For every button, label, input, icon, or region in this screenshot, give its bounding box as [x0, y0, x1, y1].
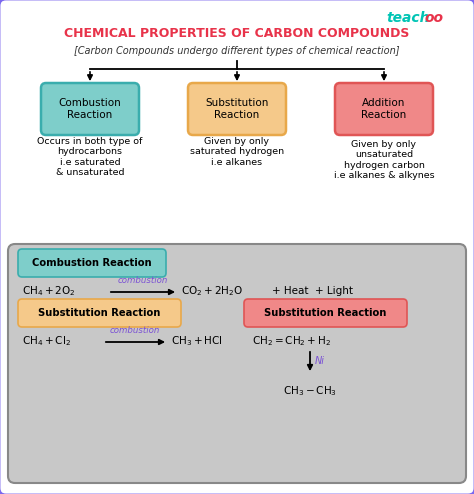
FancyBboxPatch shape — [18, 249, 166, 277]
Text: [Carbon Compounds undergo different types of chemical reaction]: [Carbon Compounds undergo different type… — [74, 46, 400, 56]
Text: Substitution
Reaction: Substitution Reaction — [205, 98, 269, 120]
Text: $\mathregular{CO_2 + 2H_2O}$: $\mathregular{CO_2 + 2H_2O}$ — [181, 284, 243, 298]
Text: Occurs in both type of
hydrocarbons
i.e saturated
& unsaturated: Occurs in both type of hydrocarbons i.e … — [37, 137, 143, 177]
FancyBboxPatch shape — [188, 83, 286, 135]
Text: $\mathregular{CH_4 + 2O_2}$: $\mathregular{CH_4 + 2O_2}$ — [22, 284, 75, 298]
Text: Addition
Reaction: Addition Reaction — [361, 98, 407, 120]
Text: $\mathregular{CH_2 = CH_2 + H_2}$: $\mathregular{CH_2 = CH_2 + H_2}$ — [252, 334, 331, 348]
Text: teach: teach — [386, 11, 429, 25]
Text: Ni: Ni — [315, 357, 325, 367]
FancyBboxPatch shape — [41, 83, 139, 135]
Text: Substitution Reaction: Substitution Reaction — [264, 308, 386, 318]
Text: Substitution Reaction: Substitution Reaction — [38, 308, 160, 318]
Text: combustion: combustion — [118, 276, 168, 285]
FancyBboxPatch shape — [244, 299, 407, 327]
FancyBboxPatch shape — [18, 299, 181, 327]
FancyBboxPatch shape — [8, 244, 466, 483]
Text: + Heat  + Light: + Heat + Light — [272, 286, 353, 296]
Text: CHEMICAL PROPERTIES OF CARBON COMPOUNDS: CHEMICAL PROPERTIES OF CARBON COMPOUNDS — [64, 28, 410, 41]
Text: Given by only
unsaturated
hydrogen carbon
i.e alkanes & alkynes: Given by only unsaturated hydrogen carbo… — [334, 140, 434, 180]
Text: oo: oo — [425, 11, 444, 25]
Text: $\mathregular{CH_3 + HCl}$: $\mathregular{CH_3 + HCl}$ — [171, 334, 223, 348]
Text: Given by only
saturated hydrogen
i.e alkanes: Given by only saturated hydrogen i.e alk… — [190, 137, 284, 167]
Text: $\mathregular{CH_3 - CH_3}$: $\mathregular{CH_3 - CH_3}$ — [283, 384, 337, 398]
Text: Combustion
Reaction: Combustion Reaction — [59, 98, 121, 120]
Text: combustion: combustion — [110, 326, 160, 335]
Text: Combustion Reaction: Combustion Reaction — [32, 258, 152, 268]
FancyBboxPatch shape — [335, 83, 433, 135]
Text: $\mathregular{CH_4 + Cl_2}$: $\mathregular{CH_4 + Cl_2}$ — [22, 334, 71, 348]
